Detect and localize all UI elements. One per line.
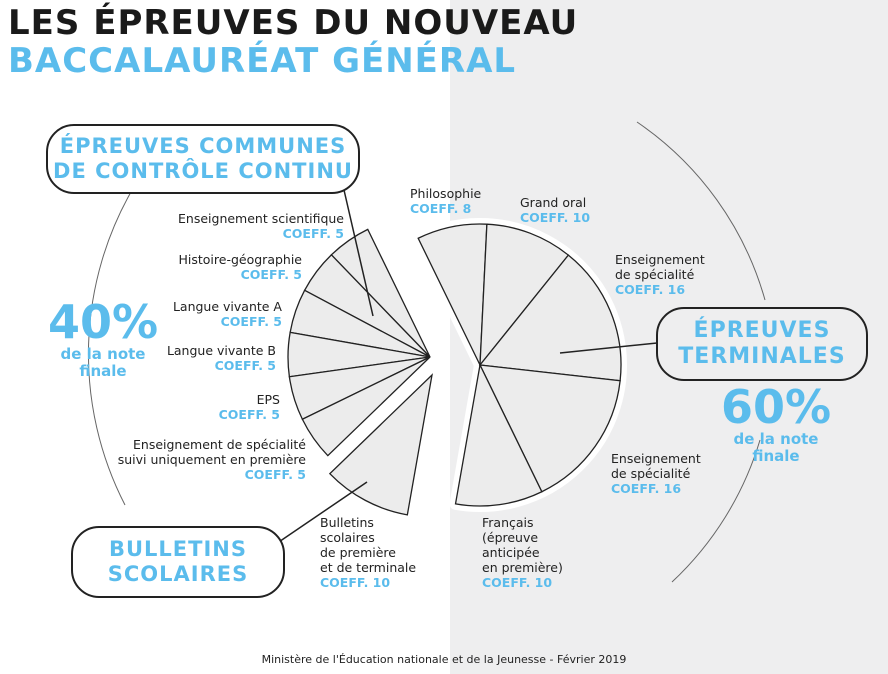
pie-slice-bulletins	[328, 373, 433, 516]
coeff-label: COEFF. 5	[282, 226, 344, 241]
coeff-label: COEFF. 10	[320, 575, 391, 590]
terminales-pie	[412, 218, 627, 512]
controle-continu-percent: 40% de la note finale	[40, 298, 166, 380]
subject-name: de spécialité	[615, 267, 695, 282]
subject-name: Philosophie	[410, 186, 482, 201]
left-guide-arc	[87, 184, 136, 506]
bulletins-wedge	[323, 369, 438, 521]
subject-label: Français (épreuve anticipée en première) COE…	[482, 515, 563, 590]
subject-name: et de terminale	[320, 560, 417, 575]
connector-terminales	[559, 342, 658, 354]
coeff-label: COEFF. 16	[615, 282, 686, 297]
subject-name: scolaires	[320, 530, 375, 545]
right-guide-arc-top	[636, 121, 766, 301]
subject-label: Grand oral COEFF. 10	[520, 195, 590, 225]
coeff-label: COEFF. 10	[520, 210, 591, 225]
subject-name: anticipée	[482, 545, 540, 560]
subject-label: Enseignement de spécialité COEFF. 16	[615, 252, 705, 297]
coeff-label: COEFF. 8	[410, 201, 472, 216]
subject-name: en première)	[482, 560, 563, 575]
box-line: TERMINALES	[678, 344, 846, 369]
title-line-1: LES ÉPREUVES DU NOUVEAU	[8, 3, 579, 43]
coeff-label: COEFF. 5	[220, 314, 282, 329]
subject-label: Histoire-géographie COEFF. 5	[179, 252, 303, 282]
pie-slice	[479, 223, 570, 367]
controle-continu-box: ÉPREUVES COMMUNES DE CONTRÔLE CONTINU	[46, 124, 360, 194]
right-guide-arc-bottom	[671, 439, 761, 583]
percent-caption: de la note	[60, 345, 146, 363]
box-line: DE CONTRÔLE CONTINU	[53, 159, 353, 183]
pie-slice	[478, 364, 621, 493]
percent-caption: finale	[752, 447, 800, 465]
coeff-label: COEFF. 10	[482, 575, 553, 590]
box-line: BULLETINS	[108, 537, 247, 561]
subject-label: Enseignement de spécialité COEFF. 16	[611, 451, 701, 496]
pie-slice	[301, 356, 431, 457]
subject-name: Enseignement	[615, 252, 705, 267]
coeff-label: COEFF. 5	[218, 407, 280, 422]
percent-value: 40%	[47, 295, 159, 349]
subject-name: Enseignement scientifique	[178, 211, 344, 226]
subject-name: suivi uniquement en première	[117, 452, 306, 467]
percent-caption: de la note	[733, 430, 819, 448]
pie-slice	[478, 254, 622, 382]
subject-name: Enseignement de spécialité	[133, 437, 306, 452]
subject-name: Langue vivante B	[166, 343, 276, 358]
subject-name: de première	[320, 545, 396, 560]
subject-label: Langue vivante A COEFF. 5	[173, 299, 282, 329]
connector-controle-continu	[343, 189, 374, 317]
title-line-2: BACCALAURÉAT GÉNÉRAL	[8, 41, 517, 81]
connector-bulletins	[269, 481, 368, 549]
coeff-label: COEFF. 5	[240, 267, 302, 282]
box-line: ÉPREUVES	[693, 318, 831, 343]
subject-label: Philosophie COEFF. 8	[410, 186, 481, 216]
subject-label: Enseignement scientifique COEFF. 5	[178, 211, 344, 241]
box-line: ÉPREUVES COMMUNES	[59, 134, 347, 158]
percent-caption: finale	[79, 362, 127, 380]
bulletins-box: BULLETINS SCOLAIRES	[71, 526, 285, 598]
coeff-label: COEFF. 16	[611, 481, 682, 496]
coeff-label: COEFF. 5	[214, 358, 276, 373]
coeff-label: COEFF. 5	[244, 467, 306, 482]
subject-label: Bulletins scolaires de première et de termi…	[320, 515, 416, 590]
subject-label: EPS COEFF. 5	[219, 392, 280, 422]
subject-name: Enseignement	[611, 451, 701, 466]
subject-name: Langue vivante A	[172, 299, 282, 314]
subject-label: Langue vivante B COEFF. 5	[167, 343, 276, 373]
subject-name: Histoire-géographie	[178, 252, 303, 267]
subject-label: Enseignement de spécialité suivi uniqueme…	[118, 437, 306, 482]
pie-slice	[454, 362, 543, 507]
subject-name: Bulletins	[320, 515, 374, 530]
terminales-box: ÉPREUVES TERMINALES	[656, 307, 868, 381]
percent-value: 60%	[720, 380, 832, 434]
subject-name: Français	[482, 515, 534, 530]
subject-name: (épreuve	[482, 530, 539, 545]
terminales-percent: 60% de la note finale	[713, 383, 839, 465]
controle-continu-pie	[282, 223, 436, 462]
box-line: SCOLAIRES	[107, 562, 249, 586]
subject-name: Grand oral	[520, 195, 587, 210]
subject-name: de spécialité	[611, 466, 691, 481]
source-footer: Ministère de l'Éducation nationale et de…	[261, 653, 627, 666]
subject-name: EPS	[256, 392, 280, 407]
